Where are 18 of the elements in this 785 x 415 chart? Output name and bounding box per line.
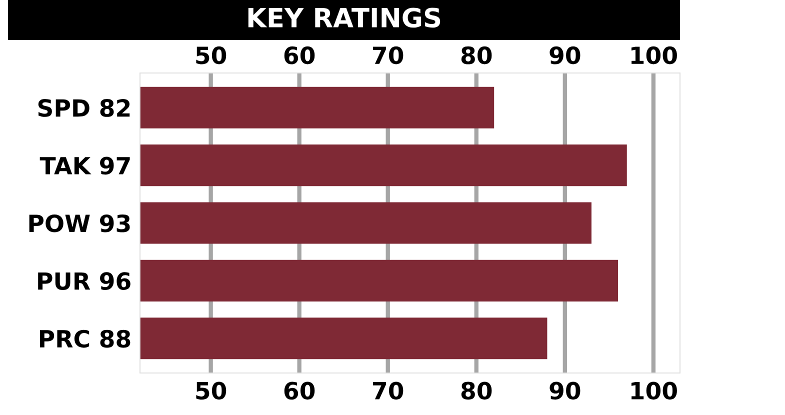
y-tick-label: PUR 96 — [38, 272, 130, 290]
x-tick-label: 80 — [461, 382, 492, 400]
x2-tick-label: 70 — [373, 46, 404, 64]
x-tick-label: 70 — [373, 382, 404, 400]
x-tick-label: 100 — [631, 382, 677, 400]
x2-tick-label: 100 — [631, 46, 677, 64]
x-tick-label: 50 — [196, 382, 226, 400]
x2-tick-label: 60 — [284, 46, 315, 64]
x2-tick-label: 90 — [550, 46, 580, 64]
y-tick-label: SPD 82 — [38, 99, 130, 117]
x-tick-label: 60 — [284, 382, 315, 400]
x2-tick-label: 50 — [196, 46, 226, 64]
x2-tick-label: 80 — [461, 46, 492, 64]
y-tick-label: PRC 88 — [40, 330, 130, 348]
x-tick-label: 90 — [550, 382, 580, 400]
chart-title: KEY RATINGS — [248, 8, 440, 28]
y-tick-label: TAK 97 — [40, 156, 130, 175]
y-tick-label: POW 93 — [29, 214, 130, 232]
